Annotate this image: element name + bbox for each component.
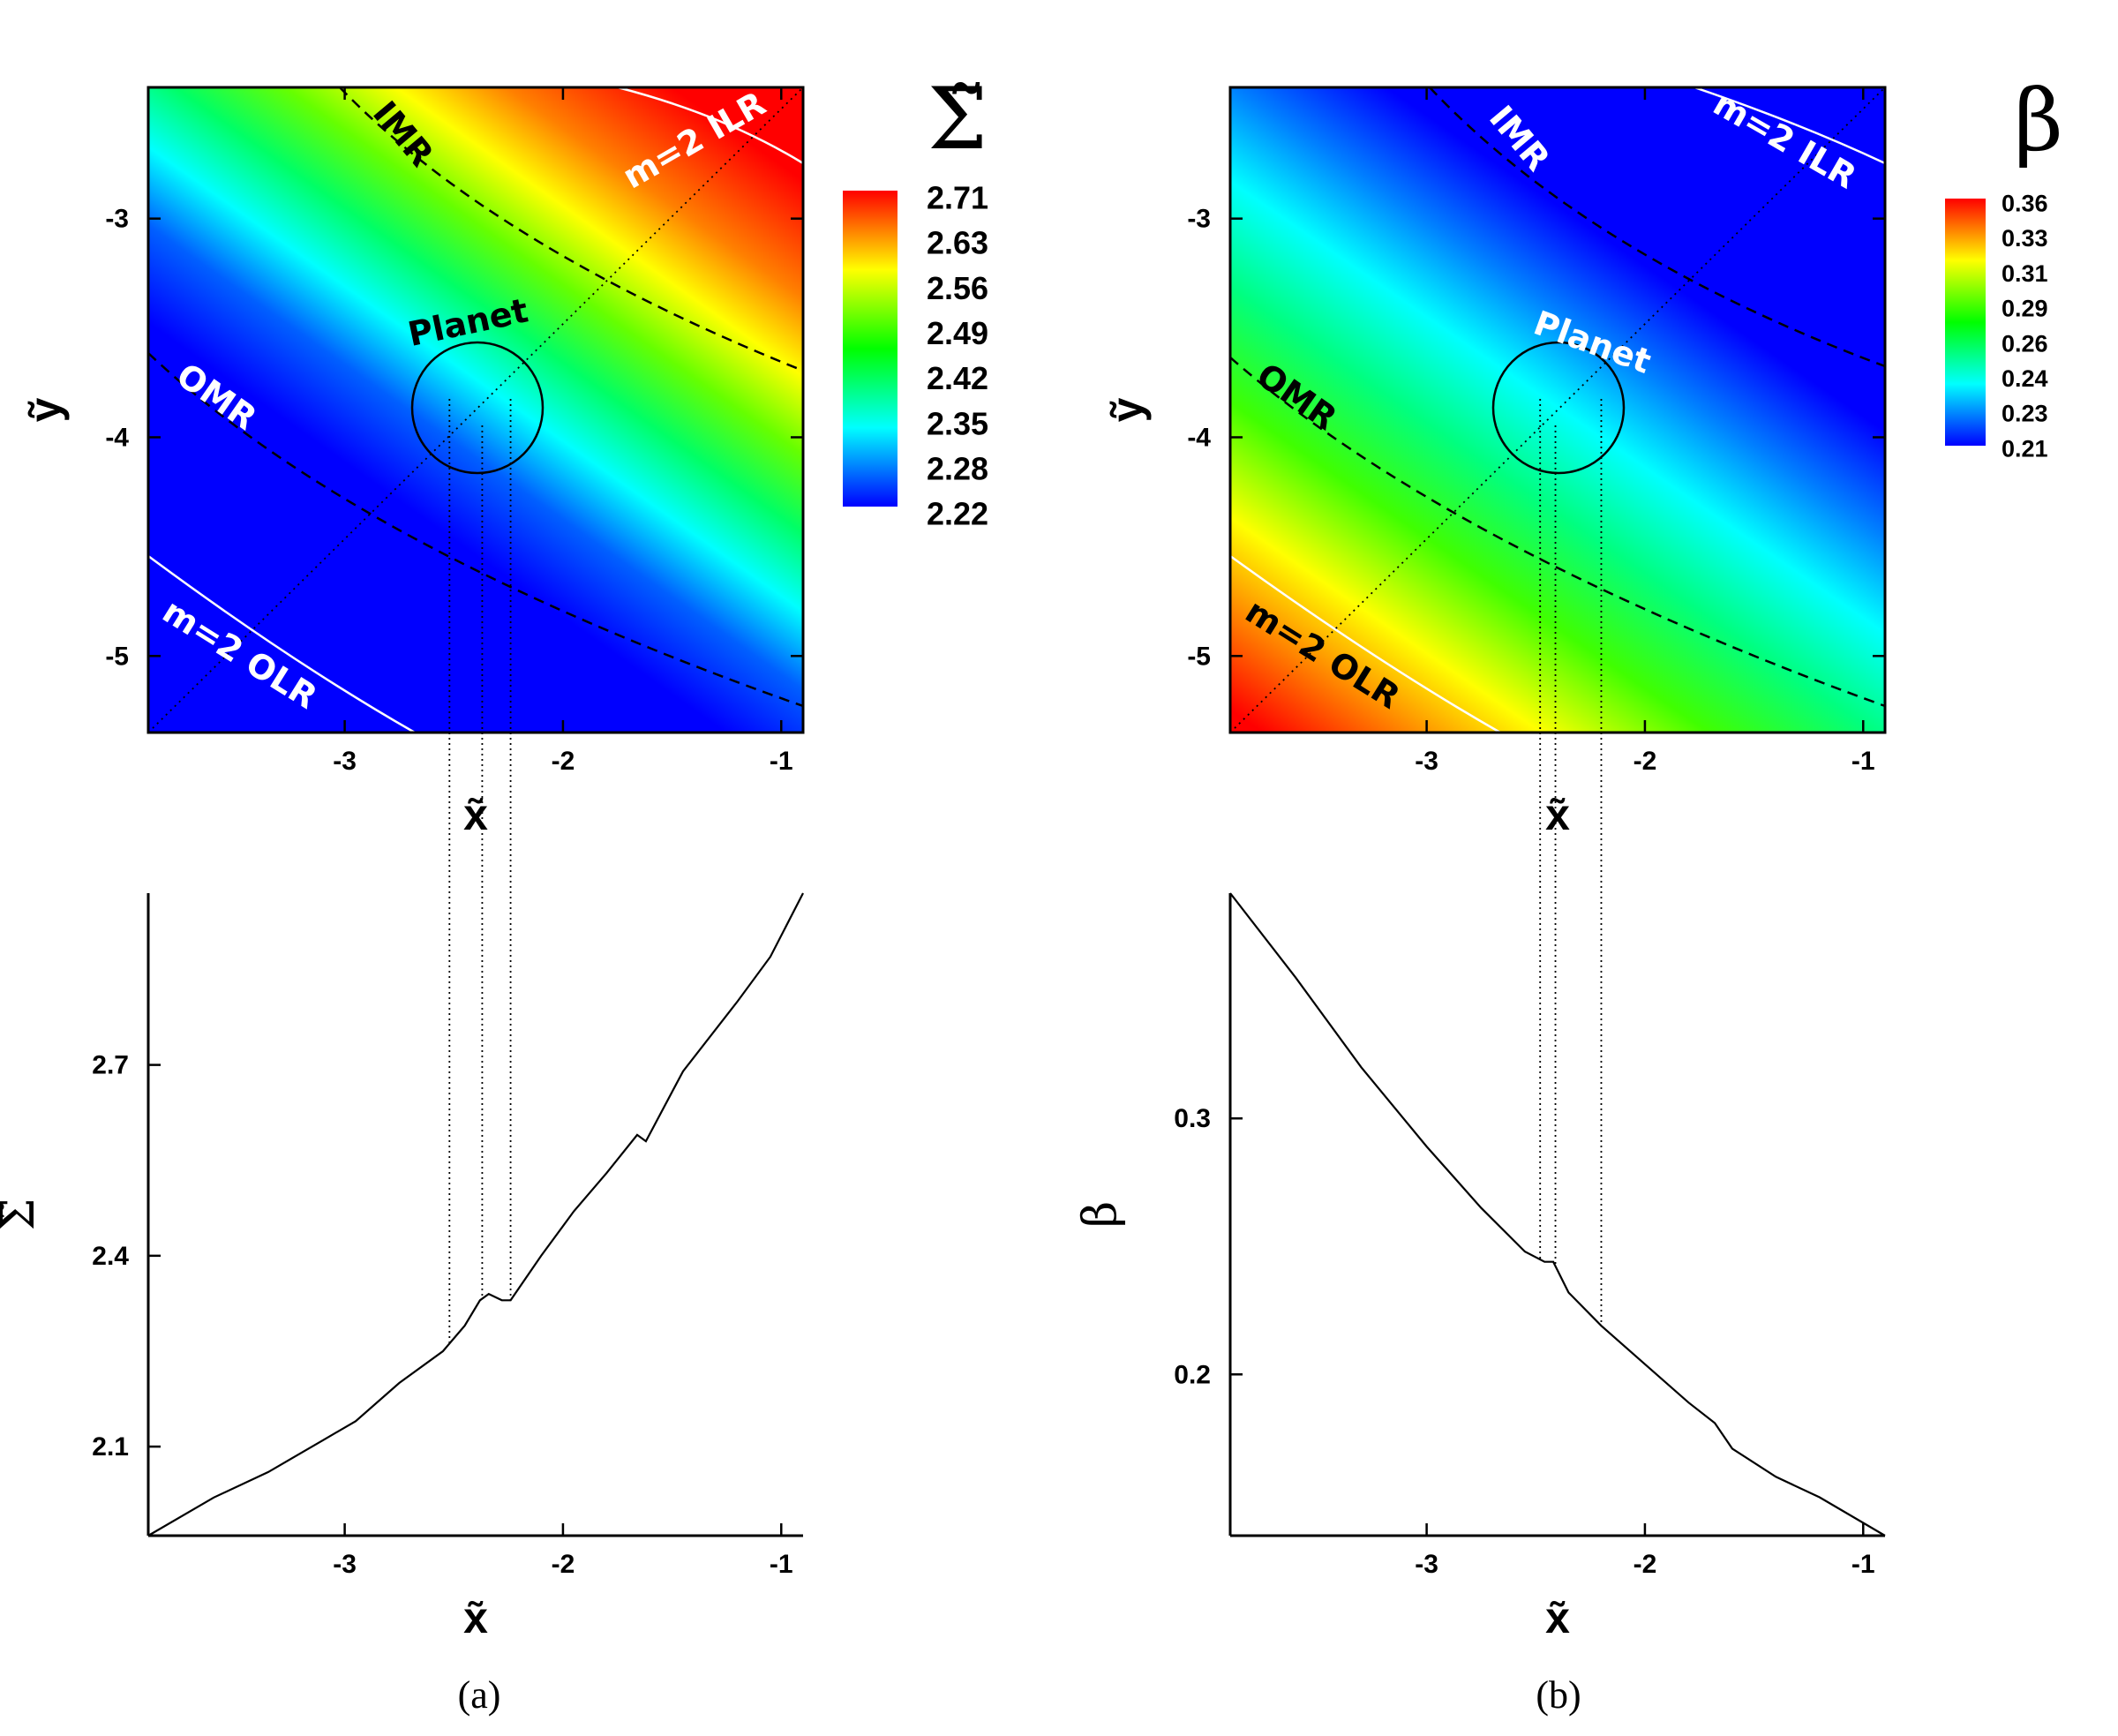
- colorbar-a-label-1: 2.63: [927, 225, 988, 261]
- lineplot-a-series-line: [147, 892, 804, 1537]
- lineplot-b: -3 -2 -1 0.2 0.3 x̃ β: [1074, 399, 1886, 1642]
- heatmap-xtick-label-2: -1: [1851, 747, 1875, 776]
- heatmap-ytick-label-1: -4: [1187, 423, 1211, 452]
- colorbar-b-title: β: [2014, 71, 2063, 170]
- colorbar-a-label-0: 2.71: [927, 180, 988, 216]
- colorbar-b-label-6: 0.23: [2002, 401, 2048, 427]
- colorbar-a-label-3: 2.49: [927, 315, 988, 351]
- lineplot-b-ylabel: β: [1074, 1201, 1127, 1228]
- lineplot-a-xtick-label-0: -3: [333, 1550, 357, 1579]
- heatmap-ylabel: ỹ: [1102, 397, 1152, 422]
- lineplot-b-ytick-label-1: 0.3: [1174, 1104, 1211, 1133]
- colorbar-b-label-3: 0.29: [2002, 296, 2048, 322]
- heatmap-ylabel: ỹ: [20, 397, 70, 422]
- heatmap-xtick-label-2: -1: [770, 747, 793, 776]
- colorbar-a-label-6: 2.28: [927, 450, 988, 486]
- colorbar-b-labels: 0.36 0.33 0.31 0.29 0.26 0.24 0.23 0.21: [2002, 190, 2048, 462]
- heatmap-ytick-label-0: -3: [1187, 205, 1211, 234]
- heatmap-a-olr-curve: [148, 554, 416, 733]
- lineplot-a: -3 -2 -1 2.1 2.4 2.7 x̃ Σ̃: [0, 399, 804, 1642]
- colorbar-b-label-1: 0.33: [2002, 225, 2048, 252]
- caption-b: (b): [1536, 1673, 1581, 1717]
- colorbar-a-title: Σ̃: [928, 70, 988, 169]
- heatmap-xtick-label-0: -3: [1415, 747, 1438, 776]
- colorbar-a-bar: [843, 191, 898, 507]
- heatmap-b: IMR m=2 ILR OMR m=2 OLR Planet -3 -2 -1-3-…: [1102, 84, 1887, 839]
- heatmap-ytick-label-0: -3: [105, 205, 129, 234]
- heatmap-xlabel: x̃: [463, 790, 488, 839]
- lineplot-b-series-line: [1229, 892, 1886, 1537]
- colorbar-a-label-7: 2.22: [927, 496, 988, 532]
- heatmap-a-ilr-curve: [617, 87, 803, 165]
- colorbar-a-label-2: 2.56: [927, 270, 988, 306]
- colorbar-a-label-4: 2.42: [927, 360, 988, 396]
- lineplot-a-xtick-label-1: -2: [552, 1550, 575, 1579]
- lineplot-a-ytick-label-2: 2.7: [92, 1051, 129, 1080]
- colorbar-b-label-0: 0.36: [2002, 190, 2048, 216]
- planet-circle-a: [410, 341, 545, 475]
- heatmap-ytick-label-2: -5: [105, 642, 129, 671]
- heatmap-xtick-label-1: -2: [1634, 747, 1657, 776]
- heatmap-xlabel: x̃: [1545, 790, 1570, 839]
- heatmap-a-omr-curve: [148, 352, 803, 708]
- colorbar-b-label-7: 0.21: [2002, 435, 2048, 462]
- heatmap-a-field: [148, 87, 803, 733]
- heatmap-b-ilr-curve: [1694, 87, 1885, 165]
- heatmap-b-field: [1230, 87, 1885, 733]
- lineplot-b-ytick-label-0: 0.2: [1174, 1360, 1211, 1389]
- planet-circle-b: [1491, 341, 1626, 475]
- colorbar-b-label-2: 0.31: [2002, 260, 2048, 287]
- axes-b-top: -3 -2 -1 -3 -4 -5 x̃ ỹ: [1102, 87, 1885, 839]
- heatmap-b-imr-curve: [1429, 87, 1885, 368]
- heatmap-b-omr-curve: [1230, 357, 1885, 708]
- heatmap-b-olr-curve: [1230, 554, 1501, 733]
- lineplot-b-xlabel: x̃: [1545, 1593, 1570, 1642]
- colorbar-b: β 0.36 0.33 0.31 0.29 0.26 0.24 0.23 0.21: [1945, 71, 2063, 462]
- lineplot-b-xtick-label-1: -2: [1634, 1550, 1657, 1579]
- heatmap-a-frame: [146, 86, 805, 734]
- axes-a-top: -3 -2 -1 -3 -4 -5 x̃ ỹ: [20, 87, 803, 839]
- heatmap-ytick-label-2: -5: [1187, 642, 1211, 671]
- lineplot-a-ytick-label-1: 2.4: [92, 1242, 129, 1271]
- heatmap-xtick-label-0: -3: [333, 747, 357, 776]
- colorbar-b-label-5: 0.24: [2002, 365, 2048, 392]
- colorbar-a: Σ̃ 2.71 2.63 2.56 2.49 2.42 2.35 2.28 2.22: [843, 70, 988, 532]
- heatmap-xtick-label-1: -2: [552, 747, 575, 776]
- lineplot-a-ylabel: Σ̃: [0, 1199, 45, 1231]
- lineplot-b-xtick-label-0: -3: [1415, 1550, 1438, 1579]
- colorbar-a-labels: 2.71 2.63 2.56 2.49 2.42 2.35 2.28 2.22: [927, 180, 988, 532]
- colorbar-b-label-4: 0.26: [2002, 330, 2048, 357]
- colorbar-a-label-5: 2.35: [927, 405, 988, 441]
- lineplot-a-ytick-label-0: 2.1: [92, 1432, 129, 1462]
- lineplot-a-xlabel: x̃: [463, 1593, 488, 1642]
- caption-a: (a): [458, 1673, 501, 1717]
- lineplot-b-xtick-label-2: -1: [1851, 1550, 1875, 1579]
- colorbar-b-bar: [1945, 199, 1986, 446]
- heatmap-a: IMR m=2 ILR OMR m=2 OLR Planet -3 -2 -1-3-…: [20, 84, 805, 839]
- lineplot-a-xtick-label-2: -1: [770, 1550, 793, 1579]
- heatmap-ytick-label-1: -4: [105, 423, 129, 452]
- heatmap-b-frame: [1228, 86, 1887, 734]
